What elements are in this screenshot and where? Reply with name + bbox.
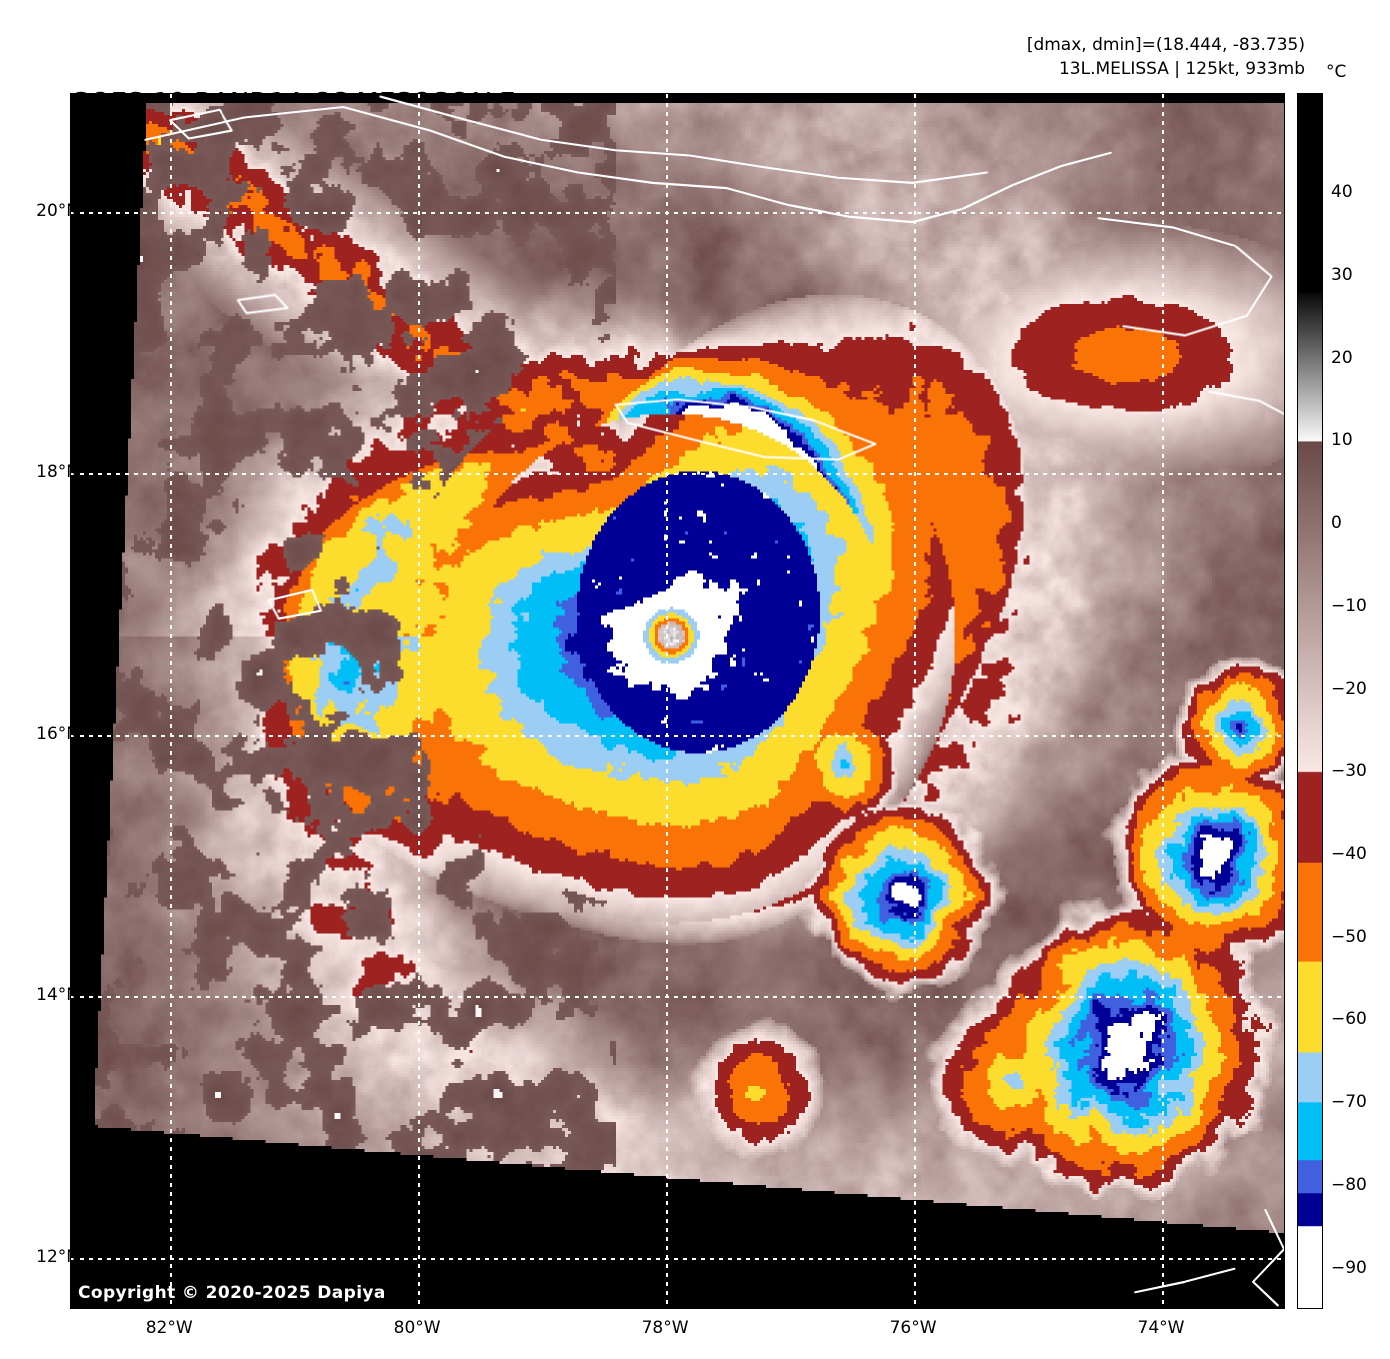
latitude-tick-12°N: 12°N (36, 1246, 79, 1267)
latitude-tick-18°N: 18°N (36, 462, 79, 483)
longitude-tick-74°W: 74°W (1137, 1318, 1185, 1338)
longitude-tick-80°W: 80°W (393, 1318, 441, 1338)
colorbar-tick--90: −90 (1331, 1257, 1367, 1278)
storm-info-readout: 13L.MELISSA | 125kt, 933mb (1058, 59, 1305, 79)
latitude-tick-16°N: 16°N (36, 723, 79, 744)
latitude-tick-14°N: 14°N (36, 985, 79, 1006)
colorbar-units-label: °C (1326, 62, 1347, 82)
colorbar-tick-20: 20 (1331, 347, 1353, 368)
colorbar-tick--30: −30 (1331, 761, 1367, 782)
colorbar-tick--70: −70 (1331, 1092, 1367, 1113)
colorbar-tick--20: −20 (1331, 678, 1367, 699)
satellite-image-plot (70, 93, 1285, 1309)
colorbar-tick--60: −60 (1331, 1009, 1367, 1030)
colorbar-tick--40: −40 (1331, 844, 1367, 865)
longitude-tick-82°W: 82°W (145, 1318, 193, 1338)
colorbar-tick-30: 30 (1331, 264, 1353, 285)
colorbar-tick--80: −80 (1331, 1174, 1367, 1195)
colorbar-tick--50: −50 (1331, 926, 1367, 947)
latitude-tick-20°N: 20°N (36, 200, 79, 221)
satellite-imagery-canvas (71, 94, 1284, 1308)
colorbar-tick--10: −10 (1331, 595, 1367, 616)
colorbar-tick-40: 40 (1331, 182, 1353, 203)
dmax-dmin-readout: [dmax, dmin]=(18.444, -83.735) (1026, 35, 1305, 55)
longitude-tick-78°W: 78°W (641, 1318, 689, 1338)
chart-metadata-block: [dmax, dmin]=(18.444, -83.735) 13L.MELIS… (1027, 33, 1305, 81)
copyright-notice: Copyright © 2020-2025 Dapiya (78, 1283, 386, 1303)
colorbar-tick-10: 10 (1331, 430, 1353, 451)
colorbar-tick-0: 0 (1331, 513, 1342, 534)
temperature-colorbar (1297, 93, 1323, 1309)
colorbar-gradient (1298, 94, 1322, 1308)
longitude-tick-76°W: 76°W (889, 1318, 937, 1338)
